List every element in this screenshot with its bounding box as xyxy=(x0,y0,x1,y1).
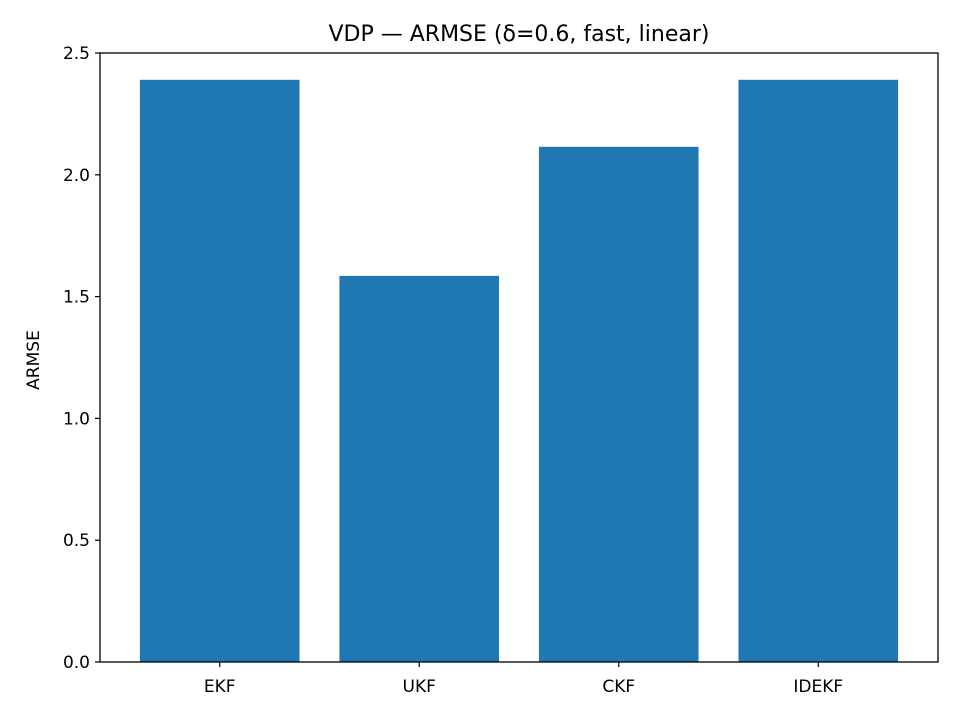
bar-ckf xyxy=(538,146,699,662)
y-axis-ticks: 0.0 0.5 1.0 1.5 2.0 2.5 xyxy=(63,44,100,673)
y-tick-label: 0.5 xyxy=(63,531,90,551)
plot-area-frame xyxy=(99,52,939,663)
x-tick-label-idekf: IDEKF xyxy=(793,677,843,697)
bar-ekf xyxy=(139,79,300,662)
y-tick-label: 1.0 xyxy=(63,409,90,429)
x-axis-ticks: EKF UKF CKF IDEKF xyxy=(204,662,843,697)
bar-ukf xyxy=(339,275,500,662)
y-tick-label: 2.0 xyxy=(63,166,90,186)
y-tick-label: 1.5 xyxy=(63,288,90,308)
x-tick-label-ukf: UKF xyxy=(403,677,436,697)
y-tick-label: 0.0 xyxy=(63,653,90,673)
bars-layer xyxy=(139,79,899,662)
x-tick-label-ekf: EKF xyxy=(204,677,236,697)
y-tick-label: 2.5 xyxy=(63,44,90,64)
bar-idekf xyxy=(738,79,899,662)
y-axis-label: ARMSE xyxy=(24,330,44,390)
chart-title: VDP — ARMSE (δ=0.6, fast, linear) xyxy=(329,22,710,47)
x-tick-label-ckf: CKF xyxy=(602,677,635,697)
